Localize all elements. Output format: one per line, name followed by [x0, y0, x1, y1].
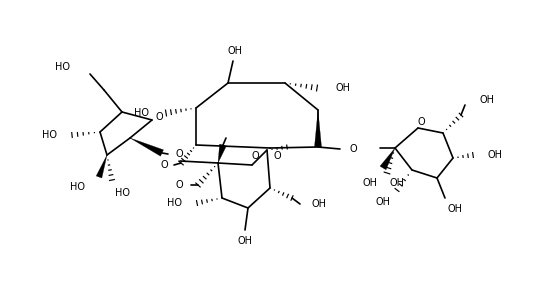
Text: O: O — [160, 160, 168, 170]
Polygon shape — [380, 148, 395, 170]
Text: OH: OH — [447, 204, 462, 214]
Text: HO: HO — [42, 130, 57, 140]
Text: OH: OH — [479, 95, 494, 105]
Text: OH: OH — [362, 178, 377, 188]
Text: OH: OH — [390, 178, 405, 188]
Text: OH: OH — [488, 150, 503, 160]
Text: HO: HO — [115, 188, 130, 198]
Text: O: O — [417, 117, 425, 127]
Polygon shape — [218, 144, 226, 163]
Polygon shape — [130, 138, 164, 156]
Polygon shape — [315, 110, 321, 147]
Text: OH: OH — [312, 199, 327, 209]
Text: OH: OH — [237, 236, 253, 246]
Text: O: O — [350, 144, 358, 154]
Text: O: O — [251, 151, 259, 161]
Text: HO: HO — [55, 62, 70, 72]
Text: O: O — [175, 180, 183, 190]
Text: OH: OH — [375, 197, 390, 207]
Text: OH: OH — [227, 46, 242, 56]
Text: HO: HO — [70, 182, 85, 192]
Text: O: O — [155, 112, 163, 122]
Text: O: O — [175, 149, 183, 159]
Text: O: O — [274, 151, 282, 161]
Text: OH: OH — [335, 83, 350, 93]
Text: HO: HO — [167, 198, 182, 208]
Polygon shape — [96, 155, 107, 178]
Text: HO: HO — [134, 108, 149, 118]
